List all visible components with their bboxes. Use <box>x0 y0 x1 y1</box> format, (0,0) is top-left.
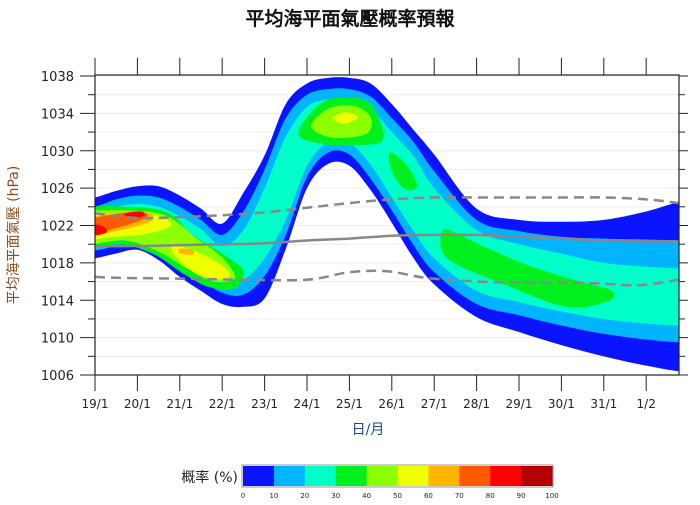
contour-region-60 <box>178 248 195 255</box>
colorbar-tick-label: 90 <box>517 492 526 500</box>
x-axis-label: 日/月 <box>352 422 385 438</box>
x-tick-label: 24/1 <box>294 397 321 411</box>
colorbar: 0 10 20 30 40 50 60 70 80 90 100 <box>241 464 559 500</box>
solid-line <box>95 233 679 248</box>
colorbar-label: 概率 (%) <box>181 469 238 486</box>
colorbar-tick-label: 0 <box>241 492 245 500</box>
colorbar-swatch-0 <box>243 466 275 486</box>
y-tick-label: 1026 <box>41 182 74 197</box>
colorbar-swatch-30 <box>335 466 368 486</box>
reference-lines <box>95 196 679 287</box>
colorbar-tick-label: 40 <box>362 492 371 500</box>
x-tick-label: 28/1 <box>463 397 490 411</box>
y-tick-label: 1006 <box>41 369 74 384</box>
colorbar-swatch-20 <box>304 466 337 486</box>
contour-region-80 <box>95 224 107 236</box>
colorbar-tick-label: 70 <box>455 492 464 500</box>
colorbar-swatch-50 <box>397 466 429 486</box>
colorbar-swatch-40 <box>366 466 398 486</box>
colorbar-tick-label: 60 <box>424 492 433 500</box>
probability-contours <box>95 77 679 372</box>
colorbar-tick-label: 30 <box>331 492 340 500</box>
x-tick-label: 29/1 <box>506 397 533 411</box>
y-tick-label: 1014 <box>41 294 74 309</box>
y-tick-label: 1030 <box>41 145 74 160</box>
colorbar-tick-label: 80 <box>486 492 495 500</box>
dashed-line-1 <box>95 196 679 220</box>
contour-region-30 <box>388 152 418 191</box>
x-tick-label: 31/1 <box>590 397 617 411</box>
x-tick-label: 30/1 <box>548 397 575 411</box>
chart-title: 平均海平面氣壓概率預報 <box>245 8 455 30</box>
x-tick-label: 20/1 <box>124 397 151 411</box>
x-tick-label: 22/1 <box>209 397 236 411</box>
colorbar-swatch-10 <box>273 466 306 486</box>
y-tick-label: 1022 <box>41 220 74 235</box>
contour-region-50 <box>332 112 358 124</box>
colorbar-frame <box>241 464 554 488</box>
colorbar-swatch-90 <box>521 466 553 486</box>
colorbar-swatch-70 <box>459 466 491 486</box>
x-tick-label: 23/1 <box>251 397 278 411</box>
colorbar-tick-label: 100 <box>545 492 558 500</box>
colorbar-tick-label: 50 <box>393 492 402 500</box>
x-tick-label: 21/1 <box>166 397 193 411</box>
y-tick-label: 1038 <box>41 70 74 85</box>
axes: 1006 1010 1014 1018 1022 1026 1030 1034 1038 19/1… <box>41 58 688 411</box>
colorbar-swatch-80 <box>490 466 522 486</box>
contour-region-80 <box>123 211 145 218</box>
x-tick-label: 19/1 <box>82 397 109 411</box>
x-tick-label: 1/2 <box>637 397 656 411</box>
dashed-line-2 <box>95 269 679 287</box>
y-axis-label: 平均海平面氣壓 (hPa) <box>6 166 22 305</box>
colorbar-swatch-60 <box>428 466 460 486</box>
x-tick-label: 26/1 <box>378 397 405 411</box>
x-tick-label: 25/1 <box>336 397 363 411</box>
contour-region-30 <box>440 228 615 308</box>
y-tick-label: 1010 <box>41 332 74 347</box>
y-tick-label: 1034 <box>41 107 74 122</box>
x-tick-label: 27/1 <box>421 397 448 411</box>
y-tick-label: 1018 <box>41 257 74 272</box>
colorbar-tick-label: 20 <box>300 492 309 500</box>
colorbar-tick-label: 10 <box>269 492 278 500</box>
